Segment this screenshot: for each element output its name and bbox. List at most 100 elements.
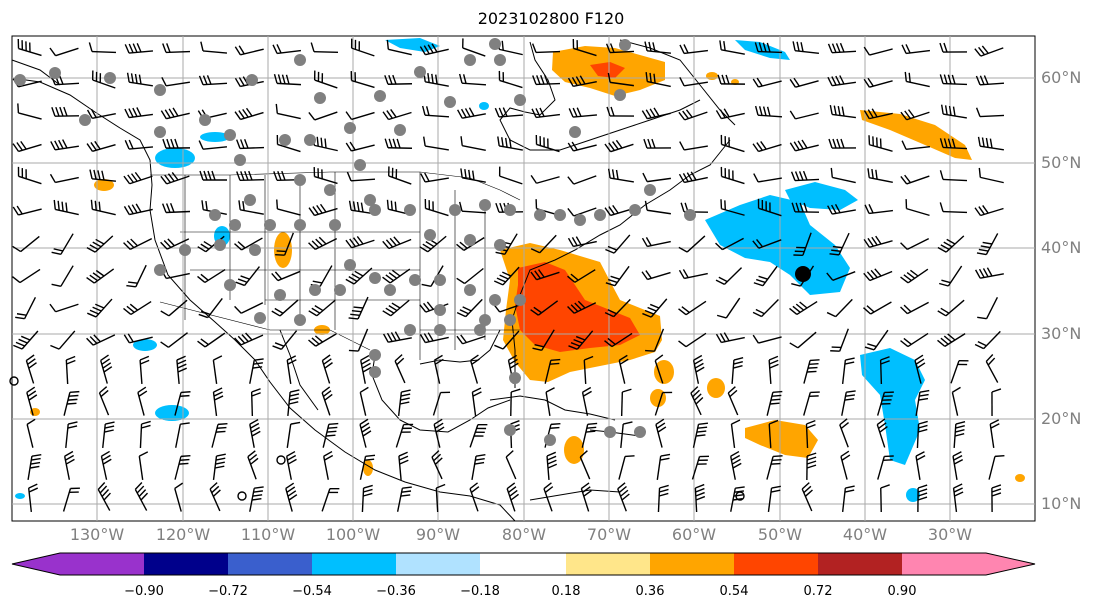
wind-barb-icon [531, 107, 560, 119]
gray-dot-marker [234, 154, 246, 166]
gray-dot-marker [404, 324, 416, 336]
wind-barb-icon [730, 419, 741, 448]
wind-barb-icon [124, 139, 154, 150]
wind-barb-icon [645, 328, 665, 352]
wind-barb-icon [211, 423, 228, 448]
wind-barb-icon [789, 331, 817, 349]
political-borders [150, 171, 521, 360]
wind-barb-icon [605, 43, 635, 54]
wind-barb-icon [900, 109, 930, 121]
open-circle-marker [9, 376, 19, 386]
wind-barb-icon [433, 354, 444, 384]
wind-barb-icon [532, 74, 561, 86]
wind-barb-icon [49, 173, 79, 184]
wind-barb-icon [789, 77, 819, 88]
gray-dot-marker [514, 294, 526, 306]
wind-barb-icon [86, 334, 116, 346]
wind-barb-icon [991, 388, 1002, 417]
colorbar-high-extend [986, 553, 1035, 575]
gray-dot-marker [154, 84, 166, 96]
gray-dot-marker [514, 94, 526, 106]
wind-barb-icon [827, 75, 856, 87]
wind-barb-icon [766, 390, 783, 416]
wind-barb-icon [803, 359, 820, 384]
open-circle-marker [276, 455, 286, 465]
wind-barb-icon [839, 418, 849, 448]
wind-barb-icon [234, 107, 264, 121]
wind-barb-icon [880, 484, 890, 513]
gray-dot-marker [489, 38, 501, 50]
wind-barb-icon [126, 72, 153, 87]
wind-barb-icon [462, 38, 486, 57]
wind-barb-icon [162, 43, 191, 54]
wind-barb-icon [581, 386, 592, 416]
wind-barb-icon [431, 450, 443, 480]
wind-barb-icon [679, 77, 708, 87]
wind-barb-icon [247, 450, 259, 480]
wind-barb-icon [175, 422, 190, 448]
gray-dot-marker [209, 209, 221, 221]
wind-barb-icon [12, 140, 42, 153]
wind-barb-icon [654, 391, 673, 416]
lon-label: 120°W [155, 525, 211, 544]
gray-dot-marker [294, 54, 306, 66]
wind-barb-icon [26, 418, 36, 448]
gray-dot-marker [249, 244, 261, 256]
wind-barb-icon [433, 418, 445, 448]
wind-barb-icon [792, 41, 820, 55]
wind-barb-icon [974, 330, 1001, 350]
colorbar-tick-label: 0.36 [635, 584, 665, 599]
wind-barb-icon [951, 386, 961, 416]
wind-barb-icon [915, 451, 926, 480]
wind-barb-icon [715, 267, 743, 286]
wind-barb-icon [752, 77, 782, 88]
wind-barb-icon [65, 355, 76, 385]
wind-barb-icon [273, 74, 302, 86]
wind-barb-icon [198, 75, 228, 86]
wind-barb-icon [174, 391, 191, 416]
wind-barb-icon [567, 236, 597, 248]
gray-dot-marker [369, 204, 381, 216]
lon-label: 40°W [842, 525, 888, 544]
lon-label: 110°W [240, 525, 296, 544]
wind-barb-icon [546, 451, 558, 481]
wind-barb-icon [641, 270, 671, 281]
wind-barb-icon [974, 45, 1004, 57]
colorbar-tick-label: −0.90 [124, 584, 164, 599]
wind-barb-icon [876, 418, 888, 448]
wind-barb-icon [752, 298, 779, 318]
wind-barb-icon [498, 166, 523, 185]
wind-barb-icon [694, 483, 706, 513]
gray-dot-marker [274, 289, 286, 301]
wind-barb-icon [359, 386, 369, 416]
wind-barb-icon [124, 43, 154, 54]
wind-barb-icon [162, 138, 191, 149]
wind-barb-icon [579, 450, 591, 480]
wind-barb-icon [976, 233, 999, 256]
lat-label: 30°N [1041, 324, 1082, 343]
wind-barb-icon [469, 354, 480, 384]
wind-barb-icon [617, 482, 630, 512]
wind-barb-icon [901, 44, 930, 55]
gray-dot-marker [224, 129, 236, 141]
wind-barb-icon [532, 329, 555, 351]
wind-barb-icon [396, 486, 412, 512]
wind-barb-icon [826, 271, 856, 281]
wind-barb-icon [123, 238, 153, 250]
wind-barb-icon [644, 200, 671, 215]
gray-dot-marker [304, 134, 316, 146]
gray-dot-marker [254, 312, 266, 324]
lon-label: 50°W [757, 525, 803, 544]
wind-barb-icon [806, 452, 817, 481]
lon-label: 80°W [501, 525, 547, 544]
wind-barb-icon [86, 235, 114, 253]
wind-barb-icon [827, 42, 857, 54]
wind-barb-icon [212, 387, 224, 416]
gray-dot-marker [394, 124, 406, 136]
wind-barb-icon [644, 41, 672, 54]
wind-barb-icon [308, 203, 338, 217]
wind-barb-icon [271, 299, 299, 317]
wind-barb-icon [471, 454, 486, 480]
wind-barb-icon [134, 482, 149, 511]
wind-barb-icon [510, 388, 521, 417]
